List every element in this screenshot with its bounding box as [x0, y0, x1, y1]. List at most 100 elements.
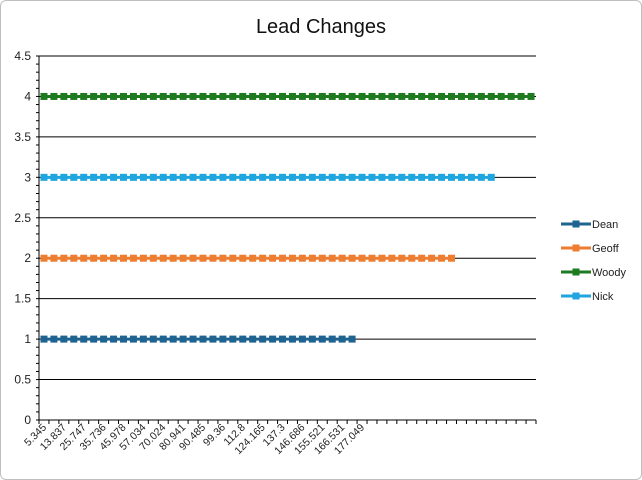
data-point — [149, 173, 157, 181]
data-point — [358, 254, 366, 262]
data-point — [50, 173, 58, 181]
data-point — [229, 173, 237, 181]
data-point — [448, 173, 456, 181]
series-geoff — [40, 254, 456, 262]
data-point — [269, 254, 277, 262]
data-point — [219, 92, 227, 100]
data-point — [368, 173, 376, 181]
data-point — [159, 92, 167, 100]
data-point — [348, 173, 356, 181]
data-point — [517, 92, 525, 100]
data-point — [80, 254, 88, 262]
data-point — [368, 254, 376, 262]
data-point — [110, 335, 118, 343]
data-point — [269, 92, 277, 100]
legend-marker — [572, 220, 580, 228]
data-point — [448, 92, 456, 100]
data-point — [169, 173, 177, 181]
data-point — [249, 92, 257, 100]
data-point — [318, 173, 326, 181]
chart-title: Lead Changes — [256, 16, 386, 38]
data-point — [288, 335, 296, 343]
data-point — [298, 335, 306, 343]
series-nick — [40, 173, 495, 181]
data-point — [418, 173, 426, 181]
data-point — [100, 254, 108, 262]
data-point — [189, 173, 197, 181]
data-point — [129, 173, 137, 181]
data-point — [408, 173, 416, 181]
data-point — [279, 254, 287, 262]
data-point — [328, 173, 336, 181]
data-point — [398, 173, 406, 181]
legend-label: Woody — [592, 267, 627, 279]
data-point — [50, 254, 58, 262]
data-point — [279, 92, 287, 100]
data-point — [60, 173, 68, 181]
data-point — [348, 335, 356, 343]
data-point — [368, 92, 376, 100]
data-point — [497, 92, 505, 100]
series-dean — [40, 335, 356, 343]
data-point — [40, 254, 48, 262]
data-point — [239, 173, 247, 181]
data-point — [438, 254, 446, 262]
y-tick-label: 2.5 — [14, 211, 31, 225]
data-point — [328, 335, 336, 343]
data-point — [398, 254, 406, 262]
data-point — [169, 254, 177, 262]
data-point — [477, 173, 485, 181]
data-point — [288, 92, 296, 100]
data-point — [159, 173, 167, 181]
legend-item-dean: Dean — [561, 219, 618, 231]
data-point — [139, 173, 147, 181]
data-point — [328, 254, 336, 262]
data-point — [318, 254, 326, 262]
data-point — [378, 173, 386, 181]
y-tick-label: 4.5 — [14, 49, 31, 63]
data-point — [308, 254, 316, 262]
data-point — [328, 92, 336, 100]
axes: 00.511.522.533.544.55.34513.83725.74735.… — [14, 49, 537, 457]
data-point — [428, 173, 436, 181]
data-point — [378, 254, 386, 262]
data-point — [149, 335, 157, 343]
data-point — [90, 254, 98, 262]
data-point — [239, 92, 247, 100]
data-point — [279, 173, 287, 181]
data-point — [288, 173, 296, 181]
data-point — [219, 335, 227, 343]
data-point — [179, 173, 187, 181]
data-point — [467, 92, 475, 100]
data-point — [259, 335, 267, 343]
data-point — [149, 254, 157, 262]
data-point — [318, 92, 326, 100]
data-point — [199, 92, 207, 100]
data-point — [80, 92, 88, 100]
data-point — [229, 254, 237, 262]
data-point — [507, 92, 515, 100]
data-point — [199, 335, 207, 343]
data-point — [129, 335, 137, 343]
data-point — [129, 254, 137, 262]
data-point — [80, 173, 88, 181]
data-point — [358, 173, 366, 181]
data-point — [119, 173, 127, 181]
data-point — [229, 335, 237, 343]
data-point — [40, 92, 48, 100]
data-point — [527, 92, 535, 100]
legend-item-woody: Woody — [561, 267, 627, 279]
data-point — [219, 173, 227, 181]
y-tick-label: 1.5 — [14, 292, 31, 306]
data-point — [100, 92, 108, 100]
data-point — [279, 335, 287, 343]
legend-label: Geoff — [592, 243, 620, 255]
y-tick-label: 0 — [24, 413, 31, 427]
data-point — [249, 254, 257, 262]
legend: Dean Geoff Woody Nick — [561, 219, 627, 303]
data-point — [110, 254, 118, 262]
data-point — [457, 173, 465, 181]
data-point — [428, 254, 436, 262]
data-point — [298, 92, 306, 100]
